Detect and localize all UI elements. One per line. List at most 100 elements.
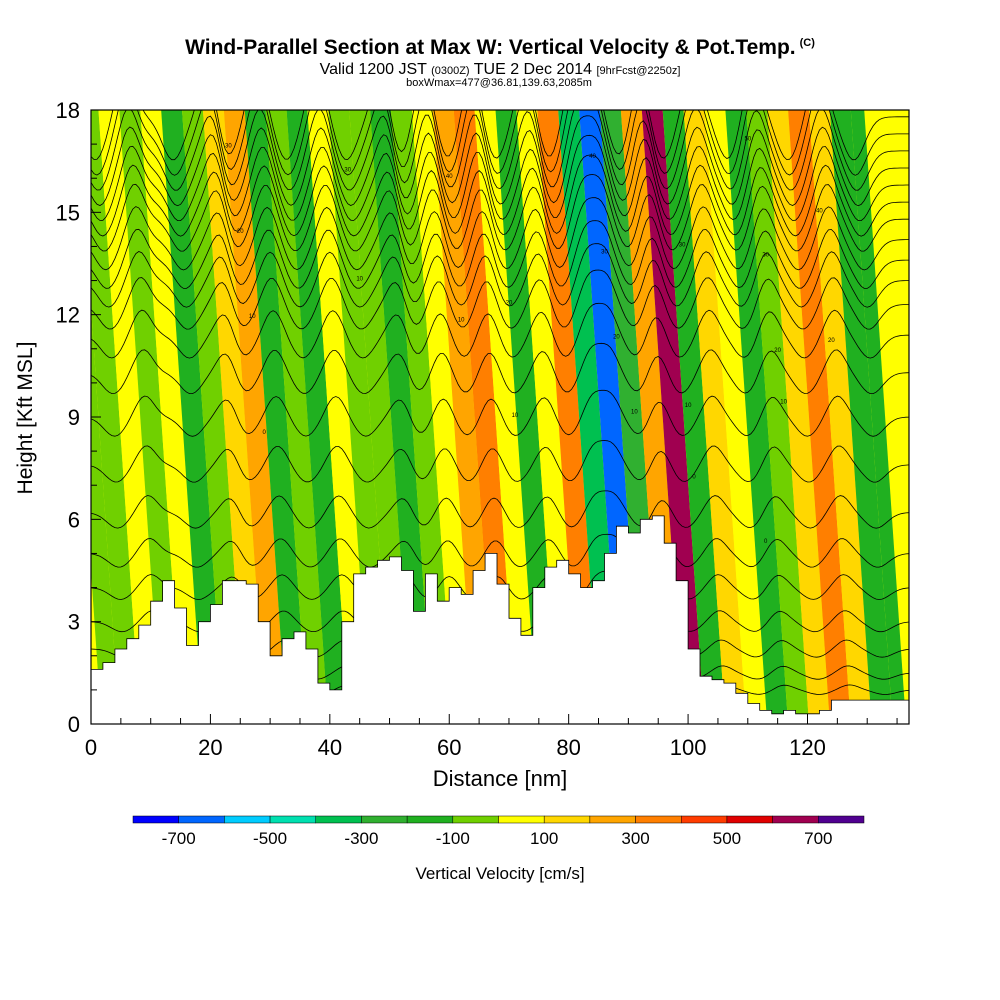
x-tick-label: 80 — [556, 735, 580, 760]
theta-contour — [91, 302, 909, 359]
chart-subtitle: Valid 1200 JST (0300Z) TUE 2 Dec 2014 [9… — [319, 61, 681, 78]
theta-contour — [91, 440, 909, 483]
contour-label: 20 — [237, 229, 244, 235]
velocity-band — [98, 110, 162, 724]
colorbar-tick-label: 100 — [530, 829, 558, 848]
x-tick-label: 100 — [670, 735, 707, 760]
y-tick-label: 3 — [68, 610, 80, 635]
theta-contour — [91, 174, 909, 252]
colorbar-swatch — [361, 815, 408, 824]
contour-label: 10 — [780, 399, 787, 405]
theta-contour — [91, 389, 909, 437]
colorbar-swatch — [543, 815, 591, 824]
velocity-band — [683, 110, 747, 724]
contour-label: 40 — [816, 208, 823, 214]
x-tick-label: 0 — [85, 735, 97, 760]
theta-contour — [91, 570, 909, 600]
contour-label: 0 — [692, 474, 696, 480]
y-axis-label: Height [Kft MSL] — [14, 341, 37, 495]
contour-label: 10 — [249, 314, 256, 320]
velocity-band — [537, 110, 601, 724]
velocity-band — [307, 110, 371, 724]
velocity-band — [223, 110, 287, 724]
velocity-band — [370, 110, 433, 724]
contour-labels: 30 20 10 0 30 10 40 10 20 10 40 30 20 10 30 10 0 50 30 20 10… — [225, 137, 835, 546]
velocity-band — [411, 110, 475, 724]
velocity-band — [641, 110, 705, 724]
contour-label: 10 — [512, 413, 519, 419]
velocity-band — [265, 110, 329, 724]
colorbar-swatch — [589, 815, 636, 824]
theta-contour — [91, 134, 909, 221]
theta-contour — [91, 110, 909, 191]
contour-label: 40 — [446, 174, 453, 180]
colorbar-swatch — [498, 815, 545, 824]
contour-label: 10 — [685, 403, 692, 409]
terrain-mask — [91, 515, 909, 724]
velocity-band — [829, 110, 893, 724]
contour-label: 20 — [828, 338, 835, 344]
y-tick-label: 0 — [68, 712, 80, 737]
colorbar-swatch — [178, 815, 225, 824]
contour-label: 0 — [262, 430, 266, 436]
contour-label: 10 — [356, 277, 363, 283]
velocity-band — [662, 110, 726, 724]
theta-contour — [91, 490, 909, 529]
contour-label: 20 — [613, 335, 620, 341]
colorbar-swatch — [726, 815, 773, 824]
contour-label: 30 — [762, 253, 769, 259]
theta-contour — [91, 110, 909, 176]
theta-contour — [91, 533, 909, 568]
colorbar-swatch — [635, 815, 682, 824]
colorbar: -700 -500 -300 -100 100 300 500 700 — [132, 815, 865, 848]
colorbar-tick-label: -700 — [162, 829, 196, 848]
y-tick-label: 15 — [56, 200, 80, 225]
velocity-band — [808, 110, 872, 724]
x-axis-label: Distance [nm] — [432, 766, 568, 791]
velocity-band — [850, 110, 907, 724]
theta-contour — [91, 342, 909, 395]
chart-title: Wind-Parallel Section at Max W: Vertical… — [185, 36, 815, 59]
velocity-band — [91, 110, 141, 724]
theta-contour — [91, 220, 909, 289]
x-tick-label: 20 — [198, 735, 222, 760]
contour-label: 10 — [458, 317, 465, 323]
colorbar-swatch — [224, 815, 271, 824]
velocity-band — [746, 110, 809, 724]
velocity-band — [182, 110, 245, 724]
colorbar-tick-label: -300 — [344, 829, 378, 848]
colorbar-swatch — [132, 815, 179, 824]
terrain — [91, 515, 909, 724]
velocity-band — [244, 110, 308, 724]
colorbar-label: Vertical Velocity [cm/s] — [415, 864, 585, 883]
velocity-band — [140, 110, 203, 724]
y-tick-label: 18 — [56, 98, 80, 123]
x-tick-label: 120 — [789, 735, 826, 760]
velocity-band — [453, 110, 517, 724]
velocity-band — [495, 110, 559, 724]
theta-contour — [91, 110, 909, 161]
contour-label: 30 — [225, 144, 232, 150]
y-tick-label: 12 — [56, 303, 80, 328]
colorbar-tick-label: 700 — [804, 829, 832, 848]
colorbar-swatch — [452, 815, 499, 824]
y-tick-label: 9 — [68, 405, 80, 430]
theta-contour — [91, 115, 909, 207]
contour-label: 50 — [744, 137, 751, 143]
x-tick-label: 40 — [318, 735, 342, 760]
velocity-band — [391, 110, 454, 724]
velocity-band — [161, 110, 224, 724]
velocity-band — [286, 110, 350, 724]
contour-label: 30 — [679, 242, 686, 248]
colorbar-swatch — [269, 815, 316, 824]
copyright-mark: (C) — [799, 37, 815, 49]
contour-label: 20 — [774, 348, 781, 354]
theta-contour — [91, 243, 909, 308]
colorbar-tick-label: 300 — [621, 829, 649, 848]
colorbar-swatch — [818, 815, 865, 824]
contour-label: 30 — [344, 167, 351, 173]
contour-label: 10 — [631, 410, 638, 416]
contour-label: 20 — [506, 300, 513, 306]
colorbar-swatch — [681, 815, 728, 824]
